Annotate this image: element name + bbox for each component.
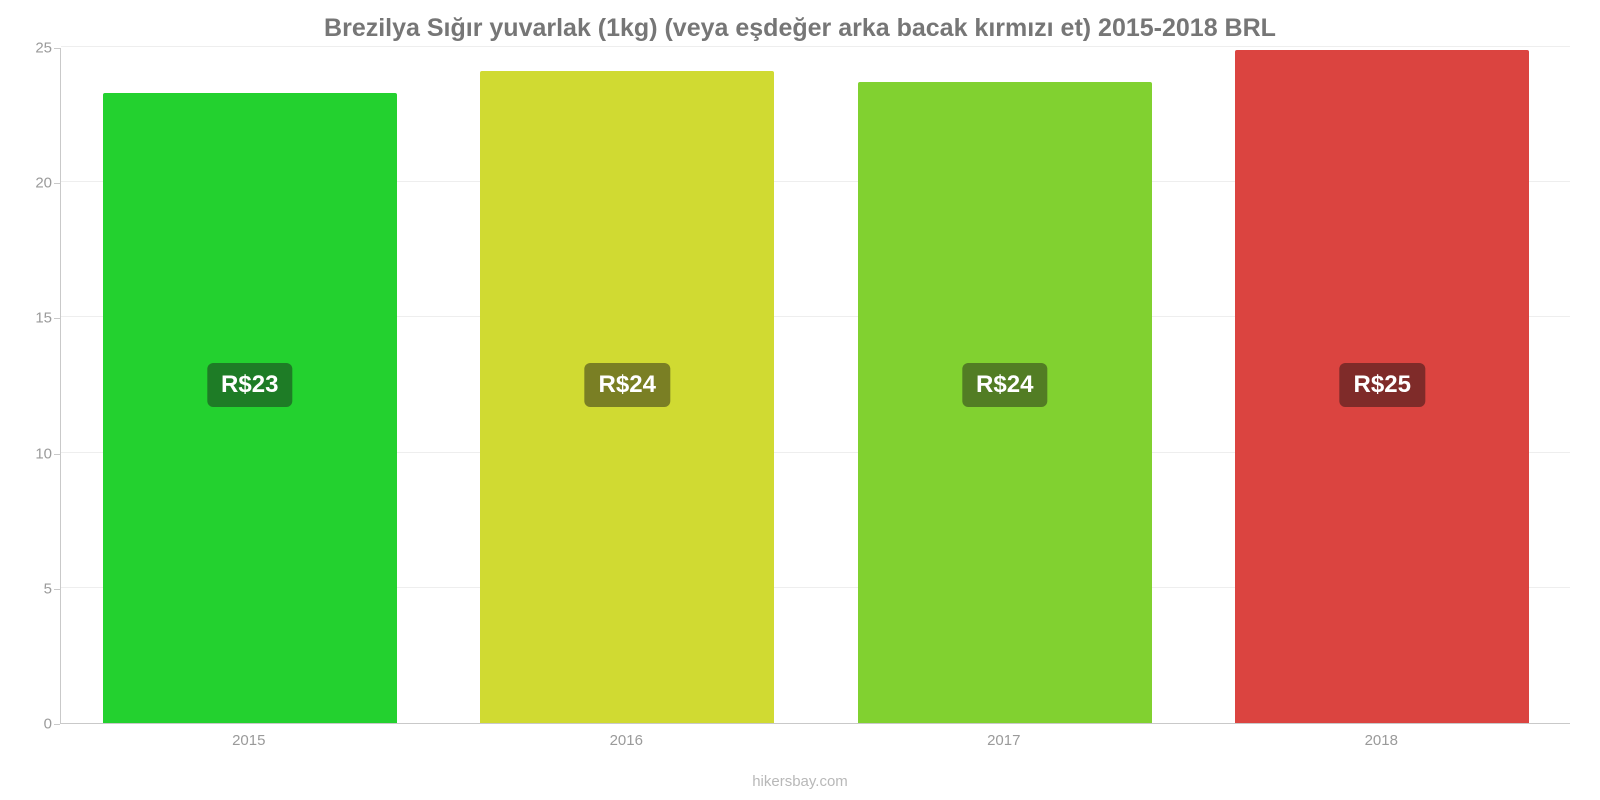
ytick-mark — [54, 48, 60, 49]
ytick-label: 0 — [12, 716, 52, 733]
ytick-label: 5 — [12, 580, 52, 597]
ytick-label: 10 — [12, 445, 52, 462]
bar-chart: Brezilya Sığır yuvarlak (1kg) (veya eşde… — [0, 0, 1600, 800]
ytick-mark — [54, 318, 60, 319]
ytick-label: 20 — [12, 175, 52, 192]
ytick-mark — [54, 183, 60, 184]
xtick-label: 2017 — [987, 732, 1020, 749]
xtick-label: 2018 — [1365, 732, 1398, 749]
gridline — [61, 46, 1570, 47]
value-badge: R$25 — [1340, 363, 1425, 407]
chart-title: Brezilya Sığır yuvarlak (1kg) (veya eşde… — [0, 14, 1600, 43]
xtick-label: 2016 — [610, 732, 643, 749]
bar: R$24 — [480, 71, 774, 723]
ytick-mark — [54, 454, 60, 455]
value-badge: R$23 — [207, 363, 292, 407]
bar: R$24 — [858, 82, 1152, 723]
ytick-mark — [54, 589, 60, 590]
ytick-label: 15 — [12, 310, 52, 327]
plot-area: R$23 R$24 R$24 R$25 — [60, 48, 1570, 724]
ytick-label: 25 — [12, 40, 52, 57]
chart-source: hikersbay.com — [0, 773, 1600, 790]
bar: R$25 — [1235, 50, 1529, 723]
value-badge: R$24 — [585, 363, 670, 407]
bar: R$23 — [103, 93, 397, 723]
xtick-label: 2015 — [232, 732, 265, 749]
ytick-mark — [54, 724, 60, 725]
value-badge: R$24 — [962, 363, 1047, 407]
